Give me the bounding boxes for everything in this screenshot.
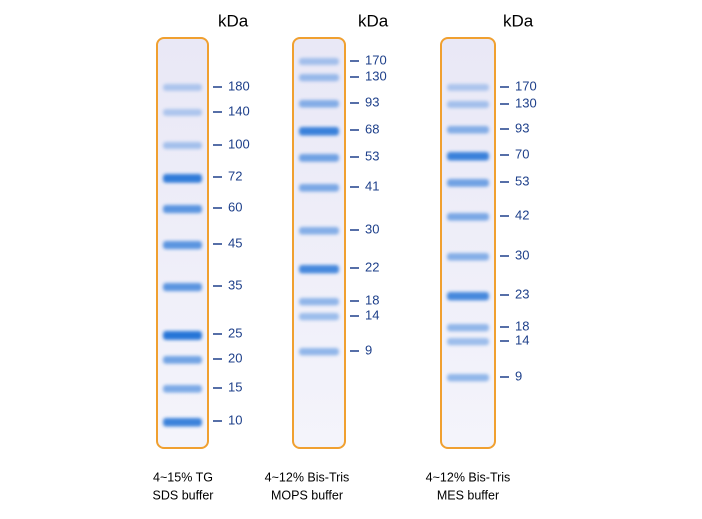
- lane-caption: SDS buffer: [153, 488, 214, 502]
- marker-label: 60: [228, 199, 242, 214]
- band: [447, 374, 489, 382]
- band: [299, 127, 339, 136]
- band: [447, 324, 489, 332]
- gel-lane: [440, 37, 496, 449]
- band: [163, 331, 202, 340]
- unit-label: kDa: [358, 11, 389, 30]
- lane-caption: 4~15% TG: [153, 470, 213, 484]
- marker-label: 93: [365, 94, 379, 109]
- unit-label: kDa: [503, 11, 534, 30]
- marker-label: 18: [515, 318, 529, 333]
- band: [163, 241, 202, 250]
- marker-label: 170: [365, 52, 387, 67]
- marker-label: 140: [228, 103, 250, 118]
- marker-label: 20: [228, 350, 242, 365]
- lane-caption: 4~12% Bis-Tris: [265, 470, 350, 484]
- marker-label: 9: [365, 342, 372, 357]
- band: [447, 152, 489, 161]
- band: [299, 227, 339, 235]
- band: [447, 292, 489, 301]
- marker-label: 9: [515, 368, 522, 383]
- marker-label: 45: [228, 235, 242, 250]
- band: [163, 109, 202, 116]
- marker-label: 23: [515, 286, 529, 301]
- marker-label: 14: [515, 332, 529, 347]
- band: [163, 283, 202, 292]
- marker-label: 180: [228, 78, 250, 93]
- marker-label: 53: [515, 173, 529, 188]
- band: [299, 74, 339, 82]
- marker-label: 93: [515, 120, 529, 135]
- band: [299, 184, 339, 192]
- band: [299, 58, 339, 66]
- band: [163, 205, 202, 214]
- band: [299, 265, 339, 274]
- band: [163, 174, 202, 183]
- band: [163, 418, 202, 427]
- band: [447, 179, 489, 187]
- marker-label: 10: [228, 412, 242, 427]
- lane-caption: MOPS buffer: [271, 488, 343, 502]
- band: [299, 348, 339, 356]
- unit-label: kDa: [218, 11, 249, 30]
- band: [299, 154, 339, 162]
- marker-label: 130: [515, 95, 537, 110]
- band: [163, 142, 202, 150]
- marker-label: 72: [228, 168, 242, 183]
- band: [299, 298, 339, 306]
- marker-label: 41: [365, 178, 379, 193]
- lane-caption: 4~12% Bis-Tris: [426, 470, 511, 484]
- band: [447, 338, 489, 346]
- band: [447, 84, 489, 91]
- marker-label: 15: [228, 379, 242, 394]
- lane-caption: MES buffer: [437, 488, 499, 502]
- band: [447, 101, 489, 109]
- band: [447, 126, 489, 134]
- marker-label: 30: [365, 221, 379, 236]
- marker-label: 130: [365, 68, 387, 83]
- band: [447, 253, 489, 261]
- marker-label: 53: [365, 148, 379, 163]
- marker-label: 68: [365, 121, 379, 136]
- band: [163, 84, 202, 91]
- marker-label: 30: [515, 247, 529, 262]
- marker-label: 170: [515, 78, 537, 93]
- band: [163, 385, 202, 393]
- marker-label: 42: [515, 207, 529, 222]
- band: [299, 313, 339, 321]
- band: [163, 356, 202, 364]
- marker-label: 22: [365, 259, 379, 274]
- marker-label: 100: [228, 136, 250, 151]
- band: [299, 100, 339, 108]
- marker-label: 25: [228, 325, 242, 340]
- marker-label: 14: [365, 307, 379, 322]
- marker-label: 70: [515, 146, 529, 161]
- marker-label: 35: [228, 277, 242, 292]
- band: [447, 213, 489, 221]
- marker-label: 18: [365, 292, 379, 307]
- gel-lane: [292, 37, 346, 449]
